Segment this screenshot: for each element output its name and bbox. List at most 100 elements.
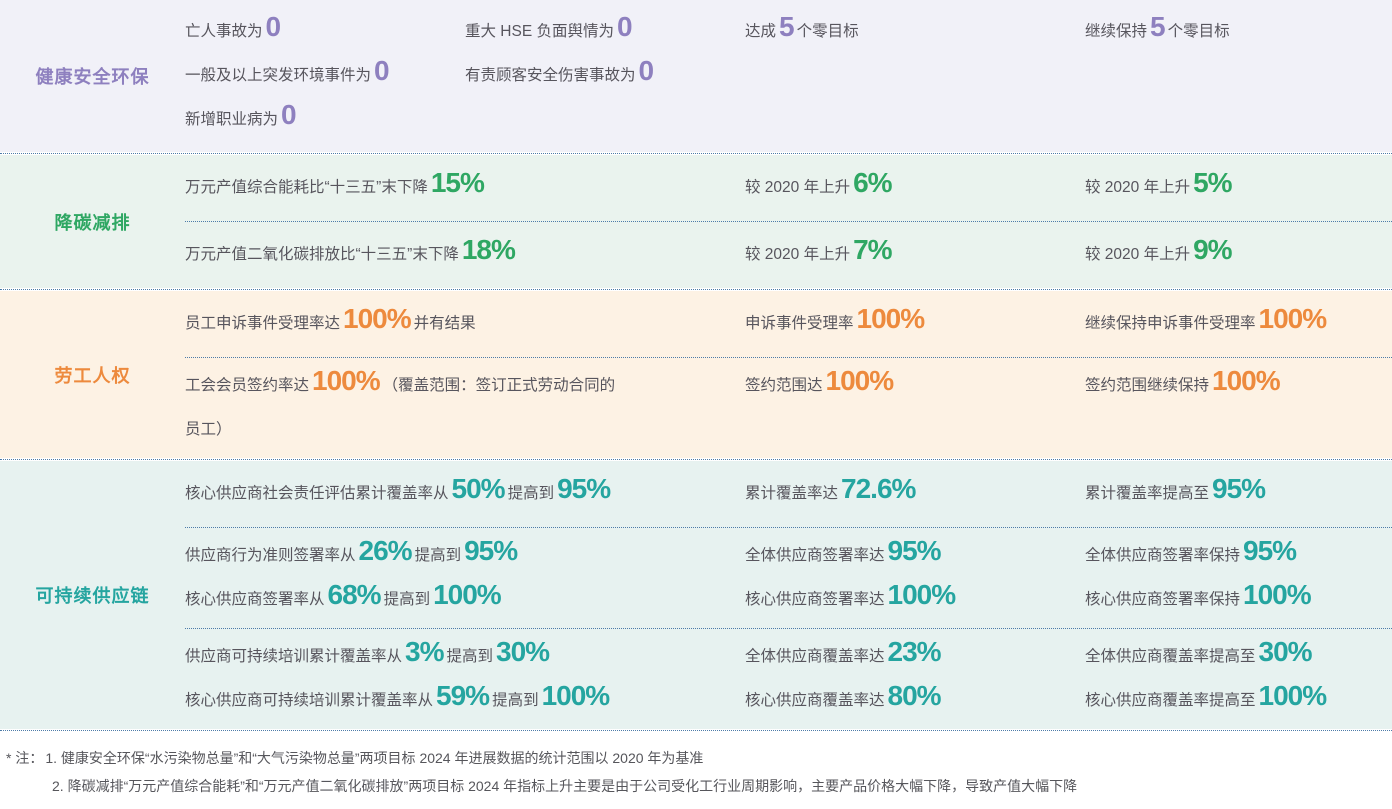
section-labor-rights: 劳工人权 员工申诉事件受理率达 100% 并有结果 申诉事件受理率 100% 继续保持申诉事…: [0, 291, 1392, 458]
table-row: 供应商可持续培训累计覆盖率从 3% 提高到 30% 核心供应商可持续培训累计覆盖率从 59…: [185, 629, 1392, 729]
metric-text: 工会会员签约率达: [185, 377, 310, 394]
metric-value: 26%: [358, 535, 413, 566]
target-line: 工会会员签约率达 100% （覆盖范围：签订正式劳动合同的: [185, 364, 745, 408]
future-line: 继续保持 5 个零目标: [1085, 10, 1392, 54]
row-divider: [185, 221, 1392, 222]
target-line: 员工申诉事件受理率达 100% 并有结果: [185, 302, 745, 346]
category-label-carbon-reduction: 降碳减排: [54, 212, 131, 233]
note-line-2: 2. 降碳减排“万元产值综合能耗”和“万元产值二氧化碳排放”两项目标 2024 …: [6, 772, 1384, 800]
metric-text: 提高到: [446, 648, 493, 665]
metric-text: 签约范围达: [745, 377, 823, 394]
table-row: 万元产值二氧化碳排放比“十三五”末下降 18% 较 2020 年上升 7% 较 2020…: [185, 222, 1392, 288]
row-divider: [185, 357, 1392, 358]
metric-value: 0: [638, 55, 655, 86]
progress-cell: 较 2020 年上升 6%: [745, 166, 1085, 210]
metric-value: 100%: [343, 303, 412, 334]
future-cell: 全体供应商覆盖率提高至 30% 核心供应商覆盖率提高至 100%: [1085, 635, 1392, 723]
metric-text: 提高到: [507, 485, 555, 502]
target-line: 核心供应商社会责任评估累计覆盖率从 50% 提高到 95%: [185, 472, 745, 516]
progress-line: 申诉事件受理率 100%: [745, 302, 1085, 346]
metric-text: 达成: [745, 23, 777, 40]
metric-value: 50%: [451, 473, 506, 504]
note-text-1: 1. 健康安全环保“水污染物总量”和“大气污染物总量”两项目标 2024 年进展…: [45, 750, 704, 766]
target-line: 万元产值二氧化碳排放比“十三五”末下降 18%: [185, 233, 745, 277]
metric-value: 95%: [557, 473, 611, 504]
target-line: 供应商行为准则签署率从 26% 提高到 95%: [185, 534, 745, 578]
section-health-safety-environment: 健康安全环保 亡人事故为 0 重大 HSE 负面舆情为 0 一般及以上突发环境事件为 0 有责…: [0, 0, 1392, 152]
future-cell: 累计覆盖率提高至 95%: [1085, 472, 1392, 516]
future-line: 累计覆盖率提高至 95%: [1085, 472, 1392, 516]
progress-line: 较 2020 年上升 6%: [745, 166, 1085, 210]
metric-text: 累计覆盖率提高至: [1085, 485, 1210, 502]
metric-value: 100%: [312, 365, 381, 396]
target-line: 一般及以上突发环境事件为 0: [185, 54, 465, 98]
metric-value: 59%: [436, 680, 490, 711]
metric-value: 100%: [541, 680, 611, 711]
progress-cell: 较 2020 年上升 7%: [745, 233, 1085, 277]
footnotes: * 注： 1. 健康安全环保“水污染物总量”和“大气污染物总量”两项目标 2024…: [0, 732, 1392, 800]
section-rows: 核心供应商社会责任评估累计覆盖率从 50% 提高到 95% 累计覆盖率达 72.6% 累计覆…: [185, 461, 1392, 729]
target-line: 核心供应商可持续培训累计覆盖率从 59% 提高到 100%: [185, 679, 745, 723]
future-line: 较 2020 年上升 5%: [1085, 166, 1392, 210]
category-label-sustainable-supply-chain: 可持续供应链: [35, 586, 150, 606]
category-label-labor-rights: 劳工人权: [54, 365, 131, 386]
metric-value: 100%: [433, 579, 502, 610]
progress-line: 全体供应商覆盖率达 23%: [745, 635, 1085, 679]
target-lines: 亡人事故为 0 重大 HSE 负面舆情为 0 一般及以上突发环境事件为 0 有责顾客安全伤害…: [185, 10, 745, 142]
metric-value: 72.6%: [841, 473, 916, 504]
table-row: 供应商行为准则签署率从 26% 提高到 95% 核心供应商签署率从 68% 提高到 100% 全…: [185, 528, 1392, 628]
metric-value: 5: [1150, 11, 1166, 42]
metric-value: 15%: [430, 167, 485, 198]
table-row: 核心供应商社会责任评估累计覆盖率从 50% 提高到 95% 累计覆盖率达 72.6% 累计覆…: [185, 461, 1392, 527]
progress-cell: 全体供应商覆盖率达 23% 核心供应商覆盖率达 80%: [745, 635, 1085, 723]
table-row: 万元产值综合能耗比“十三五”末下降 15% 较 2020 年上升 6% 较 2020 年…: [185, 155, 1392, 221]
metric-text: 个零目标: [1167, 23, 1230, 40]
metric-value: 68%: [327, 579, 382, 610]
section-rows: 万元产值综合能耗比“十三五”末下降 15% 较 2020 年上升 6% 较 2020 年…: [185, 155, 1392, 288]
metric-text: 较 2020 年上升: [1085, 246, 1191, 263]
target-line: 新增职业病为 0: [185, 98, 465, 142]
future-cell: 全体供应商签署率保持 95% 核心供应商签署率保持 100%: [1085, 534, 1392, 622]
metric-value: 30%: [1258, 636, 1313, 667]
section-divider: [0, 152, 1392, 155]
metric-value: 3%: [405, 636, 444, 667]
progress-cell: 达成 5 个零目标: [745, 10, 1085, 54]
metric-text: 供应商可持续培训累计覆盖率从: [185, 648, 403, 665]
metric-value: 95%: [1212, 473, 1266, 504]
target-cell: 工会会员签约率达 100% （覆盖范围：签订正式劳动合同的 员工）: [185, 364, 745, 452]
future-line: 继续保持申诉事件受理率 100%: [1085, 302, 1392, 346]
metric-value: 100%: [825, 365, 895, 396]
progress-line: 全体供应商签署率达 95%: [745, 534, 1085, 578]
future-cell: 较 2020 年上升 5%: [1085, 166, 1392, 210]
progress-line: 达成 5 个零目标: [745, 10, 1085, 54]
target-lines: 员工申诉事件受理率达 100% 并有结果: [185, 302, 745, 346]
progress-line: 签约范围达 100%: [745, 364, 1085, 408]
metric-value: 100%: [1258, 680, 1328, 711]
metric-text: 较 2020 年上升: [745, 246, 851, 263]
metric-text: 全体供应商签署率达: [745, 547, 885, 564]
metric-text: 核心供应商签署率达: [745, 591, 885, 608]
target-line: 供应商可持续培训累计覆盖率从 3% 提高到 30%: [185, 635, 745, 679]
target-cell: 核心供应商社会责任评估累计覆盖率从 50% 提高到 95%: [185, 472, 745, 516]
target-cell: 供应商可持续培训累计覆盖率从 3% 提高到 30% 核心供应商可持续培训累计覆盖率从 59…: [185, 635, 745, 723]
row-divider: [185, 527, 1392, 528]
future-cell: 签约范围继续保持 100%: [1085, 364, 1392, 408]
target-line: 重大 HSE 负面舆情为 0: [465, 10, 745, 54]
future-line: 全体供应商签署率保持 95%: [1085, 534, 1392, 578]
future-line: 核心供应商覆盖率提高至 100%: [1085, 679, 1392, 723]
metric-value: 0: [616, 11, 633, 42]
metric-text: 较 2020 年上升: [1085, 179, 1191, 196]
target-lines: 核心供应商社会责任评估累计覆盖率从 50% 提高到 95%: [185, 472, 745, 516]
target-cell: 万元产值综合能耗比“十三五”末下降 15%: [185, 166, 745, 210]
metric-value: 100%: [1258, 303, 1328, 334]
section-carbon-reduction: 降碳减排 万元产值综合能耗比“十三五”末下降 15% 较 2020 年上升 6% 较 20…: [0, 155, 1392, 288]
target-lines: 万元产值综合能耗比“十三五”末下降 15%: [185, 166, 745, 210]
metric-text: 较 2020 年上升: [745, 179, 851, 196]
metric-text: 核心供应商签署率从: [185, 591, 325, 608]
target-line: 有责顾客安全伤害事故为 0: [465, 54, 745, 98]
progress-cell: 签约范围达 100%: [745, 364, 1085, 408]
target-lines: 供应商可持续培训累计覆盖率从 3% 提高到 30% 核心供应商可持续培训累计覆盖率从 59…: [185, 635, 745, 723]
target-line: 亡人事故为 0: [185, 10, 465, 54]
metric-text: 申诉事件受理率: [745, 315, 854, 332]
metric-text: 核心供应商可持续培训累计覆盖率从: [185, 692, 434, 709]
